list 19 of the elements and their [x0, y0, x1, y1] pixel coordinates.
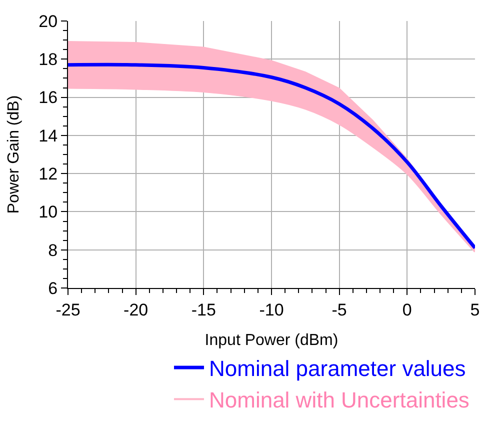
x-tick-label: -20: [124, 300, 148, 320]
x-tick-label: -5: [332, 300, 347, 320]
y-tick-label: 16: [38, 88, 58, 108]
x-axis-title: Input Power (dBm): [204, 332, 338, 350]
y-tick-label: 12: [38, 164, 58, 184]
y-tick-label: 20: [38, 12, 58, 31]
legend-label: Nominal parameter values: [209, 356, 466, 382]
legend-label: Nominal with Uncertainties: [209, 388, 470, 413]
y-tick-label: 10: [38, 202, 58, 222]
x-tick-label: -15: [191, 300, 216, 320]
x-tick-label: 0: [402, 300, 412, 320]
y-tick-label: 8: [48, 240, 58, 260]
x-tick-label: 5: [470, 300, 480, 320]
x-tick-label: -10: [259, 300, 284, 320]
y-tick-label: 18: [38, 50, 58, 70]
x-tick-label: -25: [56, 300, 80, 320]
y-tick-label: 14: [38, 126, 58, 146]
y-tick-label: 6: [48, 278, 58, 298]
y-axis-title: Power Gain (dB): [6, 95, 23, 214]
